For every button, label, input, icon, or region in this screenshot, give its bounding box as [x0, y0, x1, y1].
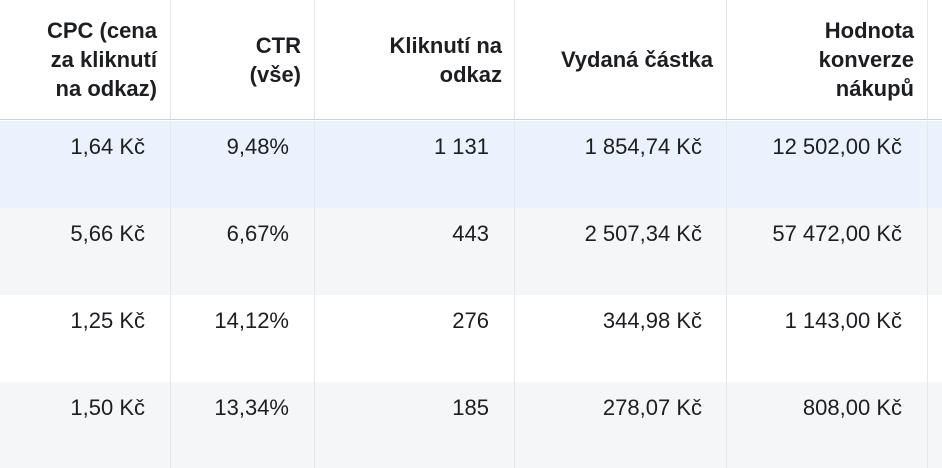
header-text: CTR (vše): [249, 32, 301, 87]
table-cell: 14,12%: [171, 295, 315, 382]
table-cell: 1,50 Kč: [0, 382, 171, 468]
table-cell: 1,64 Kč: [0, 121, 171, 208]
header-text: Vydaná částka: [560, 47, 713, 72]
table-cell: 5,66 Kč: [0, 208, 171, 295]
table-row: 1,50 Kč 13,34% 185 278,07 Kč 808,00 Kč: [0, 382, 942, 468]
table-row: 1,64 Kč 9,48% 1 131 1 854,74 Kč 12 502,00 Kč: [0, 121, 942, 208]
table-cell: 278,07 Kč: [515, 382, 727, 468]
table-cell: 276: [315, 295, 515, 382]
table-cell: 13,34%: [171, 382, 315, 468]
header-text: CPC (cena za kliknutí na odkaz): [46, 18, 157, 101]
column-header: Hodnota konverze nákupů: [727, 0, 928, 120]
table-cell: 1,25 Kč: [0, 295, 171, 382]
table-cell: 808,00 Kč: [727, 382, 928, 468]
header-text: Hodnota konverze nákupů: [818, 18, 914, 101]
column-header: CTR (vše): [171, 0, 315, 120]
column-header: Kliknutí na odkaz: [315, 0, 515, 120]
table-cell: 2 507,34 Kč: [515, 208, 727, 295]
table-cell: 57 472,00 Kč: [727, 208, 928, 295]
table-cell: 443: [315, 208, 515, 295]
column-header: [928, 0, 942, 120]
table-cell: 1 131: [315, 121, 515, 208]
table-row: 5,66 Kč 6,67% 443 2 507,34 Kč 57 472,00 Kč: [0, 208, 942, 295]
table-cell: 12 502,00 Kč: [727, 121, 928, 208]
table-cell: 6,67%: [171, 208, 315, 295]
header-text: Kliknutí na odkaz: [389, 32, 502, 87]
table-row: 1,25 Kč 14,12% 276 344,98 Kč 1 143,00 Kč: [0, 295, 942, 382]
table-cell: 1 143,00 Kč: [727, 295, 928, 382]
table-cell: 344,98 Kč: [515, 295, 727, 382]
column-header: Vydaná částka: [515, 0, 727, 120]
table-cell: 9,48%: [171, 121, 315, 208]
table-cell: 185: [315, 382, 515, 468]
column-header: CPC (cena za kliknutí na odkaz): [0, 0, 171, 120]
table-cell: 1 854,74 Kč: [515, 121, 727, 208]
